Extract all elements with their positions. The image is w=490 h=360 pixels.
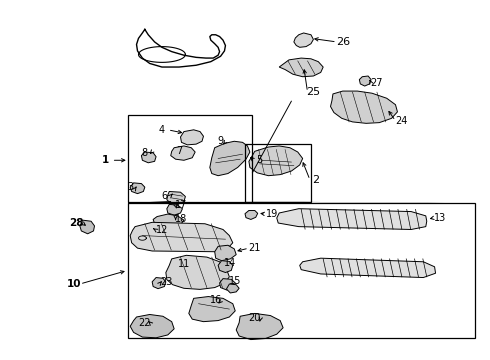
Polygon shape <box>167 204 182 215</box>
Polygon shape <box>359 76 371 86</box>
Text: 22: 22 <box>139 319 151 328</box>
Text: 21: 21 <box>248 243 261 253</box>
Text: 12: 12 <box>156 225 168 235</box>
Polygon shape <box>142 152 156 163</box>
Polygon shape <box>215 245 236 261</box>
Polygon shape <box>220 279 235 290</box>
Text: 6: 6 <box>161 191 168 201</box>
Text: 5: 5 <box>257 155 263 165</box>
Polygon shape <box>130 315 174 338</box>
Bar <box>128 203 475 338</box>
Text: 20: 20 <box>248 313 261 323</box>
Polygon shape <box>218 261 233 273</box>
Text: 11: 11 <box>178 259 190 269</box>
Bar <box>128 116 252 202</box>
Text: 15: 15 <box>229 276 242 286</box>
Polygon shape <box>189 297 235 321</box>
Text: 18: 18 <box>175 215 188 224</box>
Text: 19: 19 <box>266 209 278 219</box>
Text: 8: 8 <box>142 148 148 158</box>
Text: 26: 26 <box>336 37 350 47</box>
Text: 24: 24 <box>395 116 408 126</box>
Text: 3: 3 <box>127 182 133 192</box>
Polygon shape <box>130 183 145 194</box>
Polygon shape <box>249 146 303 176</box>
Polygon shape <box>130 222 233 252</box>
Polygon shape <box>294 33 314 47</box>
Text: 13: 13 <box>434 213 446 222</box>
Polygon shape <box>277 209 427 229</box>
Polygon shape <box>166 255 229 289</box>
Polygon shape <box>180 130 203 145</box>
Text: 4: 4 <box>159 125 165 135</box>
Text: 2: 2 <box>312 175 319 185</box>
Polygon shape <box>236 314 283 339</box>
Text: 17: 17 <box>175 200 188 210</box>
Polygon shape <box>245 211 258 220</box>
Text: 14: 14 <box>224 258 237 268</box>
Polygon shape <box>80 220 95 234</box>
Text: 25: 25 <box>306 87 320 97</box>
Polygon shape <box>300 258 436 278</box>
Bar <box>245 144 311 202</box>
Polygon shape <box>167 192 185 204</box>
Text: 23: 23 <box>161 277 173 287</box>
Text: 9: 9 <box>218 136 223 145</box>
Polygon shape <box>210 141 250 176</box>
Polygon shape <box>152 278 166 289</box>
Text: 16: 16 <box>210 295 222 305</box>
Text: 28: 28 <box>69 218 84 228</box>
Polygon shape <box>331 91 397 123</box>
Polygon shape <box>153 214 184 227</box>
Polygon shape <box>279 58 323 77</box>
Polygon shape <box>171 146 195 160</box>
Text: 10: 10 <box>67 279 81 289</box>
Text: 27: 27 <box>370 78 383 88</box>
Text: 7: 7 <box>176 146 182 156</box>
Text: 1: 1 <box>102 155 109 165</box>
Polygon shape <box>226 284 239 293</box>
